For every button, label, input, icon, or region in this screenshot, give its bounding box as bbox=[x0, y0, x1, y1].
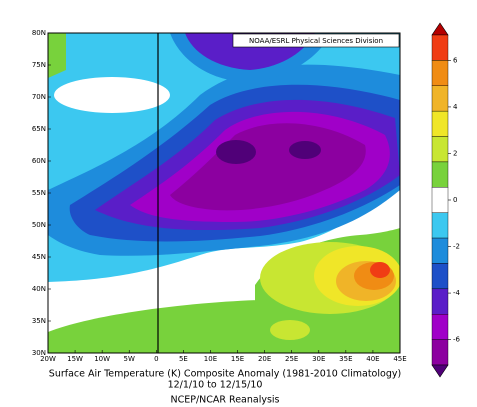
credit-box bbox=[232, 33, 400, 48]
caption: 12/1/10 to 12/15/10 bbox=[168, 380, 263, 391]
colorbar-label: -2 bbox=[453, 243, 460, 251]
colorbar-segment bbox=[431, 263, 449, 290]
contour-yellow-green bbox=[270, 320, 310, 340]
contour-green bbox=[48, 300, 260, 353]
lon-label: 40E bbox=[366, 355, 379, 363]
lon-label: 15W bbox=[67, 355, 83, 363]
lon-label: 5W bbox=[124, 355, 135, 363]
contour-green bbox=[48, 33, 66, 78]
lon-label: 10W bbox=[94, 355, 110, 363]
lat-label: 40N bbox=[32, 285, 46, 293]
lon-label: 10E bbox=[204, 355, 217, 363]
colorbar-segment bbox=[431, 212, 449, 239]
lat-label: 65N bbox=[32, 125, 46, 133]
lon-label: 5E bbox=[179, 355, 188, 363]
lat-label: 70N bbox=[32, 93, 46, 101]
credit: NOAA/ESRL Physical Sciences Division bbox=[249, 37, 383, 45]
caption: NCEP/NCAR Reanalysis bbox=[170, 395, 279, 406]
colorbar-segment bbox=[431, 136, 449, 163]
lon-label: 0 bbox=[154, 355, 158, 363]
lat-label: 80N bbox=[32, 29, 46, 37]
lat-label: 60N bbox=[32, 157, 46, 165]
colorbar-segment bbox=[431, 60, 449, 86]
anomaly-field bbox=[48, 33, 400, 353]
colorbar-segment bbox=[431, 161, 449, 188]
lat-label: 55N bbox=[32, 189, 46, 197]
colorbar-tip bbox=[431, 22, 449, 36]
colorbar-label: 2 bbox=[453, 149, 457, 157]
lat-label: 75N bbox=[32, 61, 46, 69]
lat-label: 50N bbox=[32, 221, 46, 229]
colorbar-segment bbox=[431, 339, 449, 366]
lon-label: 20E bbox=[258, 355, 271, 363]
lon-label: 30E bbox=[312, 355, 325, 363]
lon-label: 15E bbox=[231, 355, 244, 363]
lat-label: 45N bbox=[32, 253, 46, 261]
contour-white bbox=[54, 77, 170, 113]
colorbar-segment bbox=[431, 85, 449, 112]
contour-dark-purple bbox=[216, 140, 256, 164]
colorbar-label: -4 bbox=[453, 289, 461, 297]
contour-red bbox=[370, 262, 390, 278]
colorbar-segment bbox=[431, 314, 449, 340]
colorbar-segment bbox=[431, 110, 449, 137]
caption: Surface Air Temperature (K) Composite An… bbox=[49, 369, 401, 380]
lon-label: 25E bbox=[285, 355, 298, 363]
lon-label: 35E bbox=[339, 355, 352, 363]
colorbar-segment bbox=[431, 237, 449, 264]
colorbar-label: 4 bbox=[453, 103, 458, 111]
lat-label: 35N bbox=[32, 317, 46, 325]
lon-label: 45E bbox=[393, 355, 406, 363]
contour-dark-purple bbox=[289, 141, 321, 159]
lat-label: 30N bbox=[32, 349, 46, 357]
colorbar-label: -6 bbox=[453, 336, 461, 344]
lon-label: 20W bbox=[40, 355, 56, 363]
colorbar-label: 6 bbox=[453, 56, 458, 64]
colorbar-segment bbox=[431, 34, 449, 61]
colorbar-segment bbox=[431, 288, 449, 315]
colorbar-label: 0 bbox=[453, 196, 457, 204]
colorbar-segment bbox=[431, 187, 449, 213]
colorbar-tip bbox=[431, 364, 449, 378]
